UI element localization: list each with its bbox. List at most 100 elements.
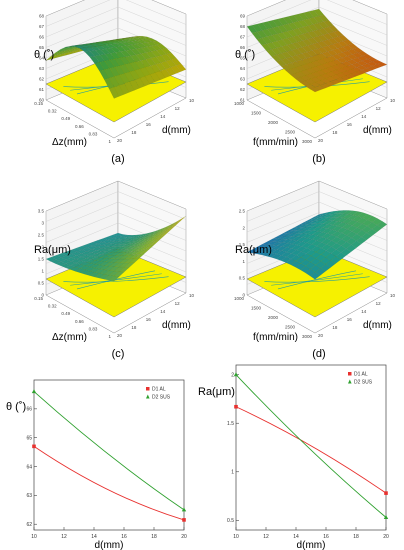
z-tick-label: 63 — [39, 66, 45, 71]
y-tick-label: 1 — [231, 470, 234, 476]
wall-gridline — [246, 0, 312, 27]
legend-marker — [146, 387, 150, 391]
y-axis-label: d(mm) — [363, 125, 392, 136]
legend-marker — [146, 394, 150, 399]
wall-gridline — [117, 6, 187, 36]
surface-panel-3: 0 0.5 1 1.5 2 2.5 3 3.5 0.15 0.32 0.49 0.66 0.83 1 10 1… — [34, 180, 195, 360]
y-tick-label: 14 — [361, 114, 367, 119]
y-tick-label: 18 — [131, 130, 137, 135]
x-tick-label: 2500 — [285, 130, 296, 135]
data-point-square — [182, 518, 186, 522]
x-tick-label: 0.66 — [75, 319, 84, 324]
y-tick-label: 0.5 — [227, 518, 234, 524]
contour-line — [76, 270, 156, 290]
wall-gridline — [246, 191, 320, 222]
x-tick-label: 0.32 — [48, 304, 57, 309]
contour-line — [264, 276, 370, 283]
x-axis-label: Δz(mm) — [52, 332, 87, 343]
z-tick-label: 68 — [240, 24, 246, 29]
x-tick-label: 10 — [233, 534, 239, 540]
z-tick-label: 63 — [240, 77, 246, 82]
z-tick-label: 1.5 — [38, 257, 45, 262]
surface-facet — [175, 215, 187, 224]
y-tick-label: 16 — [347, 317, 353, 322]
data-point-square — [32, 444, 36, 449]
panel-label: (a) — [111, 153, 124, 165]
y-tick-label: 16 — [347, 122, 353, 127]
data-point-triangle — [233, 372, 239, 377]
y-tick-label: 10 — [189, 293, 195, 298]
x-tick-label: 0.83 — [89, 131, 98, 136]
data-point-triangle — [383, 514, 389, 519]
contour-line — [271, 273, 363, 286]
series-line — [33, 445, 185, 521]
x-tick-label: 1500 — [251, 306, 262, 311]
surface-facet — [175, 63, 187, 72]
x-tick-label: 0.15 — [34, 296, 43, 301]
contour-line — [277, 270, 357, 290]
x-tick-label: 0.15 — [34, 101, 43, 106]
wall-gridline — [117, 191, 187, 220]
y-axis-label: d(mm) — [363, 320, 392, 331]
surface-panel-1: 60 61 62 63 64 65 66 67 68 0.15 0.32 0.49 0.66 0.83 1 1… — [34, 0, 195, 165]
x-tick-label: 18 — [353, 534, 359, 540]
y-tick-label: 18 — [131, 325, 137, 330]
x-tick-label: 20 — [181, 534, 187, 540]
x-tick-label: 12 — [263, 534, 269, 540]
y-tick-label: 10 — [390, 98, 396, 103]
z-tick-label: 2 — [41, 245, 44, 250]
z-tick-label: 3 — [41, 221, 44, 226]
x-tick-label: 20 — [383, 534, 389, 540]
y-axis-label: d(mm) — [162, 320, 191, 331]
panel-label: (c) — [112, 348, 125, 360]
series-line — [235, 374, 387, 518]
legend-label: D2 SUS — [152, 395, 171, 401]
z-tick-label: 60 — [39, 98, 45, 103]
legend-marker — [348, 379, 352, 384]
wall-gridline — [45, 212, 119, 243]
z-tick-label: 0.5 — [239, 276, 246, 281]
y-tick-label: 64 — [26, 464, 32, 470]
x-tick-label: 3000 — [302, 334, 313, 339]
z-tick-label: 0.5 — [38, 281, 45, 286]
x-axis-label: f(mm/min) — [253, 332, 298, 343]
wall-gridline — [45, 6, 119, 38]
y-tick-label: 20 — [117, 138, 123, 143]
y-tick-label: 66 — [26, 407, 32, 413]
y-tick-label: 16 — [146, 122, 152, 127]
x-tick-label: 16 — [323, 534, 329, 540]
z-tick-label: 2 — [242, 225, 245, 230]
y-tick-label: 65 — [26, 435, 32, 441]
y-tick-label: 14 — [160, 309, 166, 314]
surface-facet — [376, 62, 388, 67]
z-tick-label: 69 — [240, 14, 246, 19]
z-tick-label: 0 — [41, 293, 44, 298]
z-tick-label: 67 — [240, 35, 246, 40]
x-tick-label: 14 — [293, 534, 299, 540]
base-edge — [246, 292, 388, 334]
wall-gridline — [318, 6, 388, 36]
wall-gridline — [326, 0, 388, 25]
x-tick-label: 1500 — [251, 111, 262, 116]
y-tick-label: 1.5 — [227, 421, 234, 427]
y-axis-label: Ra(μm) — [198, 386, 235, 398]
y-tick-label: 14 — [361, 309, 367, 314]
wall-gridline — [45, 191, 119, 222]
legend-marker — [348, 372, 352, 376]
y-tick-label: 18 — [332, 325, 338, 330]
x-tick-label: 10 — [31, 534, 37, 540]
y-tick-label: 62 — [26, 522, 32, 528]
panel-label: (d) — [312, 348, 325, 360]
x-tick-label: 3000 — [302, 139, 313, 144]
z-axis-label: θ (˚) — [34, 49, 54, 61]
x-axis-label: d(mm) — [95, 540, 124, 550]
x-axis-label: Δz(mm) — [52, 137, 87, 148]
surface-panel-2: 61 62 63 64 65 66 67 68 69 1000 1500 2000 2500 3000 10… — [234, 0, 396, 165]
z-axis-label: Ra(μm) — [34, 244, 71, 256]
y-tick-label: 20 — [117, 333, 123, 338]
z-tick-label: 61 — [240, 98, 246, 103]
x-tick-label: 1 — [108, 334, 111, 339]
base-edge — [246, 97, 388, 139]
x-tick-label: 14 — [91, 534, 97, 540]
